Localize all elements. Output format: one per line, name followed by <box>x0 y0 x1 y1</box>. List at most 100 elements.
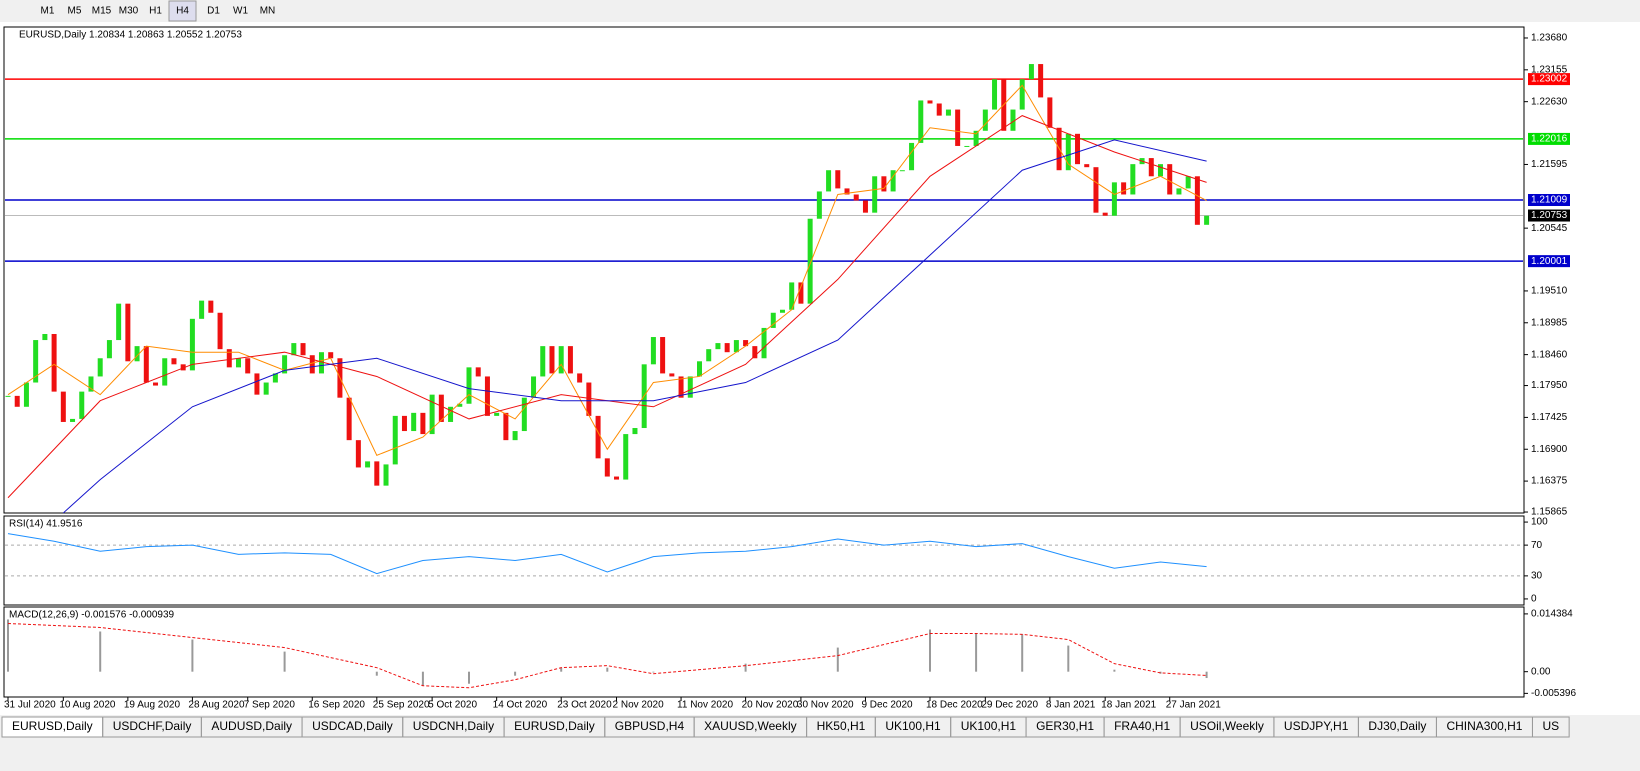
level-label: 1.23002 <box>1531 74 1568 85</box>
timeframe-button[interactable]: M30 <box>119 6 139 17</box>
candle <box>835 170 841 189</box>
chart-tab[interactable]: CHINA300,H1 <box>1446 719 1522 733</box>
candle <box>614 476 620 480</box>
y-tick-label: 1.17425 <box>1531 412 1568 423</box>
timeframe-button[interactable]: W1 <box>233 6 248 17</box>
candle <box>14 395 20 407</box>
x-tick-label: 19 Aug 2020 <box>124 700 181 711</box>
candle <box>1194 176 1200 225</box>
y-tick-label: 70 <box>1531 540 1543 551</box>
level-label: 1.22016 <box>1531 134 1568 145</box>
candle <box>1038 64 1044 98</box>
chart-tab[interactable]: USOil,Weekly <box>1190 719 1264 733</box>
chart-tab[interactable]: AUDUSD,Daily <box>211 719 292 733</box>
current-price-label: 1.20753 <box>1531 210 1568 221</box>
candle <box>254 373 260 395</box>
candle <box>964 145 970 147</box>
candle <box>457 403 463 407</box>
x-tick-label: 11 Nov 2020 <box>677 700 733 711</box>
moving-average <box>7 84 1207 456</box>
candle <box>143 346 149 383</box>
candle <box>1028 64 1034 80</box>
chart-tab[interactable]: HK50,H1 <box>817 719 866 733</box>
y-tick-label: 1.23155 <box>1531 64 1568 75</box>
y-tick-label: 1.16900 <box>1531 444 1568 455</box>
x-tick-label: 23 Oct 2020 <box>557 700 612 711</box>
chart-tab[interactable]: UK100,H1 <box>961 719 1017 733</box>
chart-tab[interactable]: US <box>1542 719 1559 733</box>
chart-tab[interactable]: EURUSD,Daily <box>514 719 595 733</box>
x-tick-label: 28 Aug 2020 <box>188 700 245 711</box>
candle <box>33 340 39 383</box>
candle <box>687 376 693 398</box>
candle <box>116 303 122 341</box>
candle <box>291 343 297 356</box>
chart-tab[interactable]: USDCNH,Daily <box>413 719 494 733</box>
x-tick-label: 9 Dec 2020 <box>861 700 913 711</box>
y-tick-label: 1.20545 <box>1531 223 1568 234</box>
candle <box>1084 164 1090 168</box>
level-label: 1.20001 <box>1531 256 1568 267</box>
chart-tab[interactable]: USDCAD,Daily <box>312 719 393 733</box>
level-label: 1.21009 <box>1531 195 1568 206</box>
timeframe-button[interactable]: H4 <box>176 6 189 17</box>
chart-tab[interactable]: XAUUSD,Weekly <box>704 719 796 733</box>
timeframe-active <box>168 0 197 22</box>
chart-tab[interactable]: GBPUSD,H4 <box>615 719 685 733</box>
x-tick-label: 20 Nov 2020 <box>742 700 799 711</box>
candle <box>97 358 103 377</box>
chart-tab[interactable]: GER30,H1 <box>1036 719 1094 733</box>
chart-tab[interactable]: EURUSD,Daily <box>12 719 93 733</box>
candle <box>420 412 426 435</box>
chart-tab[interactable]: DJ30,Daily <box>1368 719 1426 733</box>
x-tick-label: 7 Sep 2020 <box>244 700 296 711</box>
candle <box>1185 176 1191 189</box>
candle <box>936 103 942 116</box>
candle <box>1065 133 1071 171</box>
y-tick-label: 1.18460 <box>1531 349 1568 360</box>
chart-tab[interactable]: UK100,H1 <box>885 719 941 733</box>
timeframe-button[interactable]: M5 <box>68 6 82 17</box>
candle <box>715 343 721 350</box>
candle <box>282 355 288 374</box>
candle <box>1167 164 1173 195</box>
candle <box>134 346 140 362</box>
candle <box>540 346 546 377</box>
candle <box>1019 79 1025 110</box>
timeframe-button[interactable]: H1 <box>149 6 162 17</box>
tab-frame <box>1531 716 1570 738</box>
panel-title: EURUSD,Daily 1.20834 1.20863 1.20552 1.2… <box>19 30 242 41</box>
level-label-box <box>1528 255 1570 268</box>
main-panel <box>3 26 1525 514</box>
candle <box>51 333 57 392</box>
chart-tab[interactable]: FRA40,H1 <box>1114 719 1170 733</box>
candle <box>660 337 666 374</box>
candle <box>826 170 832 192</box>
candle <box>1075 133 1081 165</box>
timeframe-button[interactable]: M1 <box>41 6 55 17</box>
candle <box>438 394 444 422</box>
y-tick-label: 0 <box>1531 594 1537 605</box>
chart-tab[interactable]: USDJPY,H1 <box>1284 719 1349 733</box>
rsi-line <box>7 533 1207 575</box>
candle <box>484 376 490 416</box>
candle <box>189 318 195 371</box>
chart-tab[interactable]: USDCHF,Daily <box>113 719 192 733</box>
candle <box>1158 164 1163 177</box>
timeframe-button[interactable]: M15 <box>92 6 112 17</box>
y-tick-label: 1.16375 <box>1531 476 1568 487</box>
candle <box>272 373 278 383</box>
x-tick-label: 31 Jul 2020 <box>4 700 56 711</box>
x-tick-label: 5 Oct 2020 <box>428 700 477 711</box>
candle <box>955 109 961 146</box>
candle <box>770 312 776 328</box>
candle <box>724 343 730 353</box>
candle <box>567 346 573 374</box>
candle <box>429 394 435 435</box>
timeframe-button[interactable]: MN <box>260 6 276 17</box>
y-tick-label: 1.15865 <box>1531 507 1568 518</box>
candle <box>549 346 555 374</box>
candle <box>890 170 896 192</box>
candle <box>1010 109 1016 131</box>
timeframe-button[interactable]: D1 <box>207 6 220 17</box>
